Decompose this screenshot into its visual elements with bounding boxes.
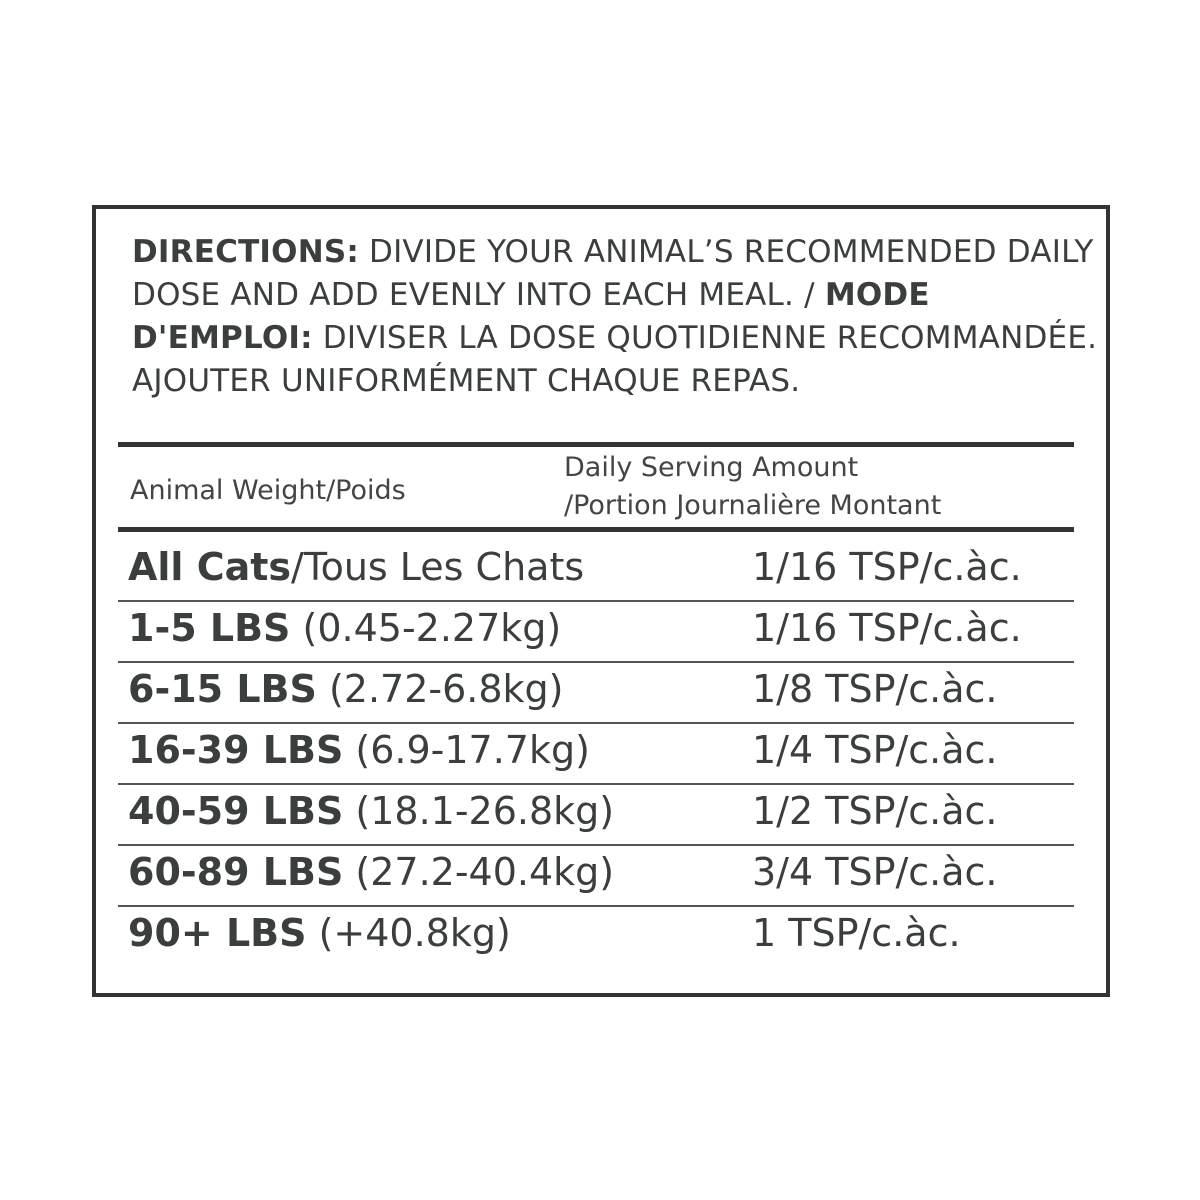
header-weight: Animal Weight/Poids (130, 475, 406, 506)
table-row: 40-59 LBS (18.1-26.8kg) 1/2 TSP/c.àc. (118, 783, 1074, 846)
weight-cell: 16-39 LBS (6.9-17.7kg) (128, 728, 590, 772)
weight-cell: 1-5 LBS (0.45-2.27kg) (128, 606, 562, 650)
weight-cell: 90+ LBS (+40.8kg) (128, 911, 511, 955)
amount-cell: 1/16 TSP/c.àc. (752, 606, 1022, 650)
table-row: 1-5 LBS (0.45-2.27kg) 1/16 TSP/c.àc. (118, 600, 1074, 663)
amount-cell: 1/4 TSP/c.àc. (752, 728, 998, 772)
amount-cell: 1 TSP/c.àc. (752, 911, 961, 955)
table-row: 16-39 LBS (6.9-17.7kg) 1/4 TSP/c.àc. (118, 722, 1074, 785)
divider (118, 527, 1074, 532)
directions-text: DIRECTIONS: DIVIDE YOUR ANIMAL’S RECOMME… (132, 234, 1098, 399)
directions-panel: DIRECTIONS: DIVIDE YOUR ANIMAL’S RECOMME… (92, 205, 1110, 997)
amount-cell: 1/2 TSP/c.àc. (752, 789, 998, 833)
weight-cell: 60-89 LBS (27.2-40.4kg) (128, 850, 615, 894)
divider (118, 442, 1074, 447)
table-row: 90+ LBS (+40.8kg) 1 TSP/c.àc. (118, 905, 1074, 966)
table-row: All Cats/Tous Les Chats 1/16 TSP/c.àc. (118, 539, 1074, 602)
weight-cell: All Cats/Tous Les Chats (128, 545, 585, 589)
amount-cell: 3/4 TSP/c.àc. (752, 850, 998, 894)
header-amount: Daily Serving Amount/Portion Journalière… (564, 452, 942, 521)
amount-cell: 1/8 TSP/c.àc. (752, 667, 998, 711)
amount-cell: 1/16 TSP/c.àc. (752, 545, 1022, 589)
weight-cell: 40-59 LBS (18.1-26.8kg) (128, 789, 615, 833)
weight-cell: 6-15 LBS (2.72-6.8kg) (128, 667, 564, 711)
table-row: 6-15 LBS (2.72-6.8kg) 1/8 TSP/c.àc. (118, 661, 1074, 724)
table-row: 60-89 LBS (27.2-40.4kg) 3/4 TSP/c.àc. (118, 844, 1074, 907)
